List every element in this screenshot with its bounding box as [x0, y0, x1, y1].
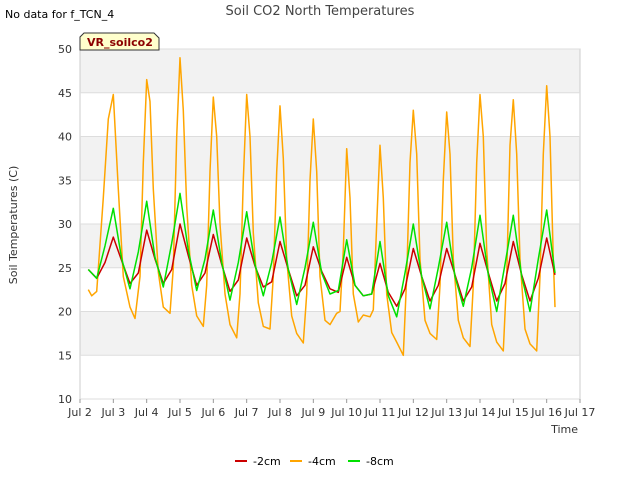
y-tick-label: 20 — [58, 306, 72, 319]
plot-band — [80, 224, 580, 268]
x-tick-label: Jul 3 — [100, 406, 125, 419]
x-tick-label: Jul 17 — [564, 406, 596, 419]
x-tick-label: Jul 13 — [430, 406, 462, 419]
x-tick-label: Jul 16 — [530, 406, 562, 419]
y-tick-label: 30 — [58, 218, 72, 231]
site-badge-box — [79, 32, 160, 51]
x-tick-label: Jul 2 — [67, 406, 92, 419]
x-tick-label: Jul 10 — [330, 406, 362, 419]
x-tick-label: Jul 9 — [300, 406, 325, 419]
y-tick-label: 25 — [58, 262, 72, 275]
y-tick-label: 10 — [58, 393, 72, 406]
chart-title: Soil CO2 North Temperatures — [226, 4, 415, 19]
x-axis-title: Time — [550, 423, 578, 436]
y-axis-title: Soil Temperatures (C) — [7, 166, 20, 285]
legend-label: -4cm — [308, 455, 336, 468]
site-badge: VR_soilco2 — [79, 32, 160, 51]
y-tick-label: 15 — [58, 349, 72, 362]
series-lines — [87, 57, 556, 357]
x-tick-label: Jul 5 — [167, 406, 192, 419]
plot-background-bands — [80, 49, 580, 399]
series-line-4cm — [87, 57, 556, 357]
x-tick-label: Jul 15 — [497, 406, 529, 419]
series-line-8cm — [87, 192, 556, 318]
x-tick-label: Jul 7 — [234, 406, 259, 419]
no-data-status: No data for f_TCN_4 — [5, 8, 114, 21]
y-tick-label: 50 — [58, 43, 72, 56]
plot-band — [80, 136, 580, 181]
x-tick-label: Jul 8 — [267, 406, 292, 419]
y-tick-label: 35 — [58, 174, 72, 187]
x-tick-label: Jul 4 — [134, 406, 159, 419]
legend: -2cm -4cm -8cm — [235, 455, 394, 468]
x-tick-label: Jul 12 — [397, 406, 429, 419]
legend-label: -8cm — [366, 455, 394, 468]
x-tick-label: Jul 14 — [464, 406, 496, 419]
legend-label: -2cm — [253, 455, 281, 468]
y-tick-label: 45 — [58, 87, 72, 100]
y-tick-label: 40 — [58, 131, 72, 144]
x-tick-label: Jul 11 — [364, 406, 396, 419]
x-tick-labels: Jul 2 Jul 3 Jul 4 Jul 5 Jul 6 Jul 7 Jul 8 Jul 9… — [67, 399, 595, 419]
y-tick-labels: 10 15 20 25 30 35 40 45 50 — [58, 43, 580, 406]
x-tick-label: Jul 6 — [200, 406, 225, 419]
plot-band — [80, 49, 580, 93]
plot-band — [80, 92, 580, 137]
plot-band — [80, 180, 580, 224]
plot-band — [80, 311, 580, 356]
site-badge-label: VR_soilco2 — [87, 36, 153, 49]
plot-band — [80, 355, 580, 399]
